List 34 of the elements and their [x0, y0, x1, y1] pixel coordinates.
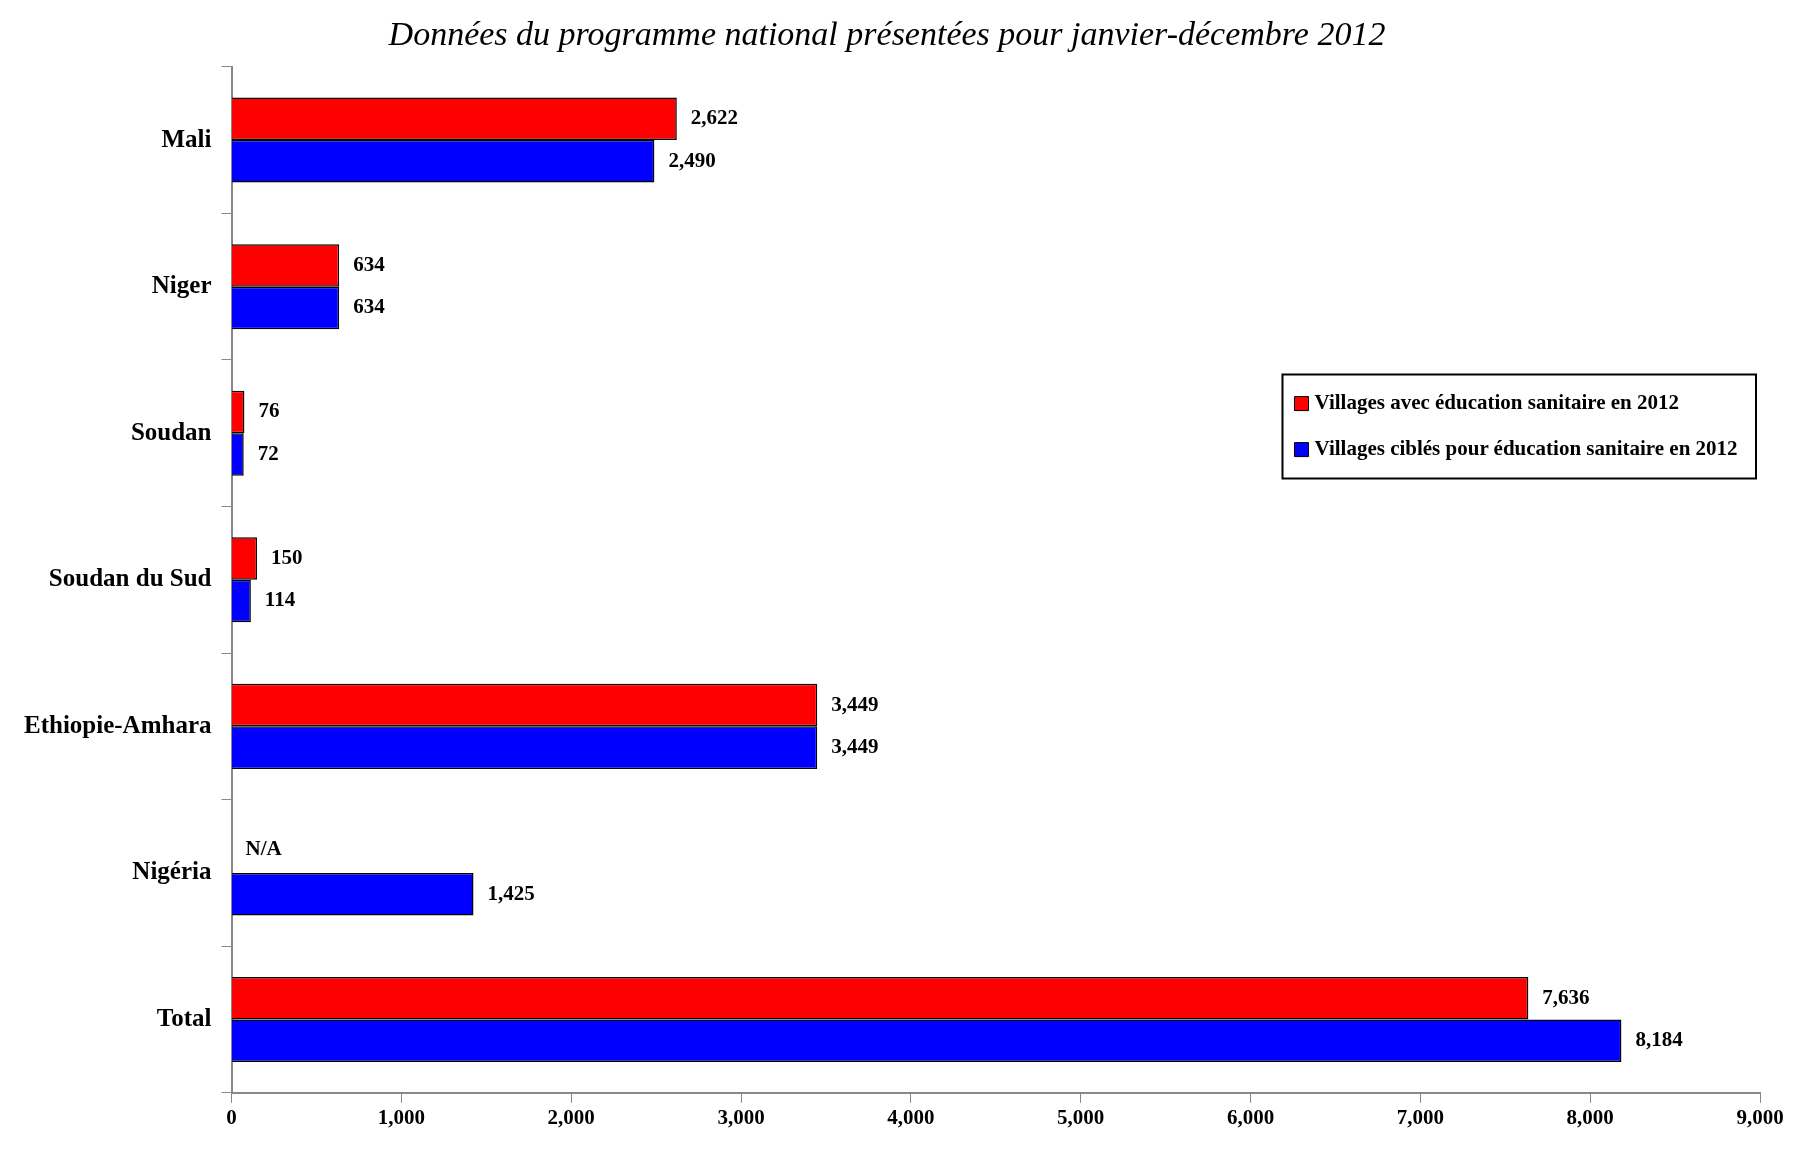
x-tick-label: 6,000	[1226, 1104, 1275, 1129]
y-tick-label: Niger	[151, 271, 212, 299]
data-label: 72	[257, 440, 279, 465]
y-tick-label: Total	[156, 1003, 212, 1031]
x-tick-label: 7,000	[1396, 1104, 1444, 1129]
y-tick-label: Nigéria	[132, 857, 212, 885]
legend-label: Villages avec éducation sanitaire en 2012	[1314, 390, 1680, 415]
x-tick-label: 9,000	[1736, 1104, 1784, 1129]
y-tick-label: Ethiopie-Amhara	[24, 710, 212, 738]
data-label: 8,184	[1635, 1027, 1684, 1052]
data-label: 7,636	[1542, 984, 1590, 1009]
y-tick-label: Mali	[161, 124, 212, 152]
data-label: 634	[353, 251, 386, 276]
data-label: 1,425	[487, 880, 535, 905]
x-tick-label: 3,000	[717, 1104, 765, 1129]
data-label: 2,490	[668, 147, 716, 172]
text: N/A	[245, 836, 282, 861]
chart-title: Données du programme national présentées pour janvier-décembre 2012	[387, 15, 1386, 53]
y-tick-label: Soudan	[130, 417, 212, 445]
x-tick-label: 1,000	[377, 1104, 425, 1129]
x-tick-label: 8,000	[1566, 1104, 1614, 1129]
x-tick-label: 2,000	[547, 1104, 595, 1129]
data-label: 114	[264, 587, 296, 612]
data-label: 3,449	[831, 734, 879, 759]
data-label: 634	[353, 294, 386, 319]
data-label: 2,622	[690, 105, 739, 130]
legend-label: Villages ciblés pour éducation sanitaire en 2012	[1314, 436, 1738, 461]
data-label: 76	[258, 398, 280, 423]
x-tick-label: 5,000	[1057, 1104, 1105, 1129]
y-tick-label: Soudan du Sud	[48, 564, 212, 592]
data-label: 150	[270, 544, 303, 569]
x-tick-label: 4,000	[887, 1104, 935, 1129]
x-tick-label: 0	[226, 1104, 237, 1129]
data-label: 3,449	[831, 691, 879, 716]
